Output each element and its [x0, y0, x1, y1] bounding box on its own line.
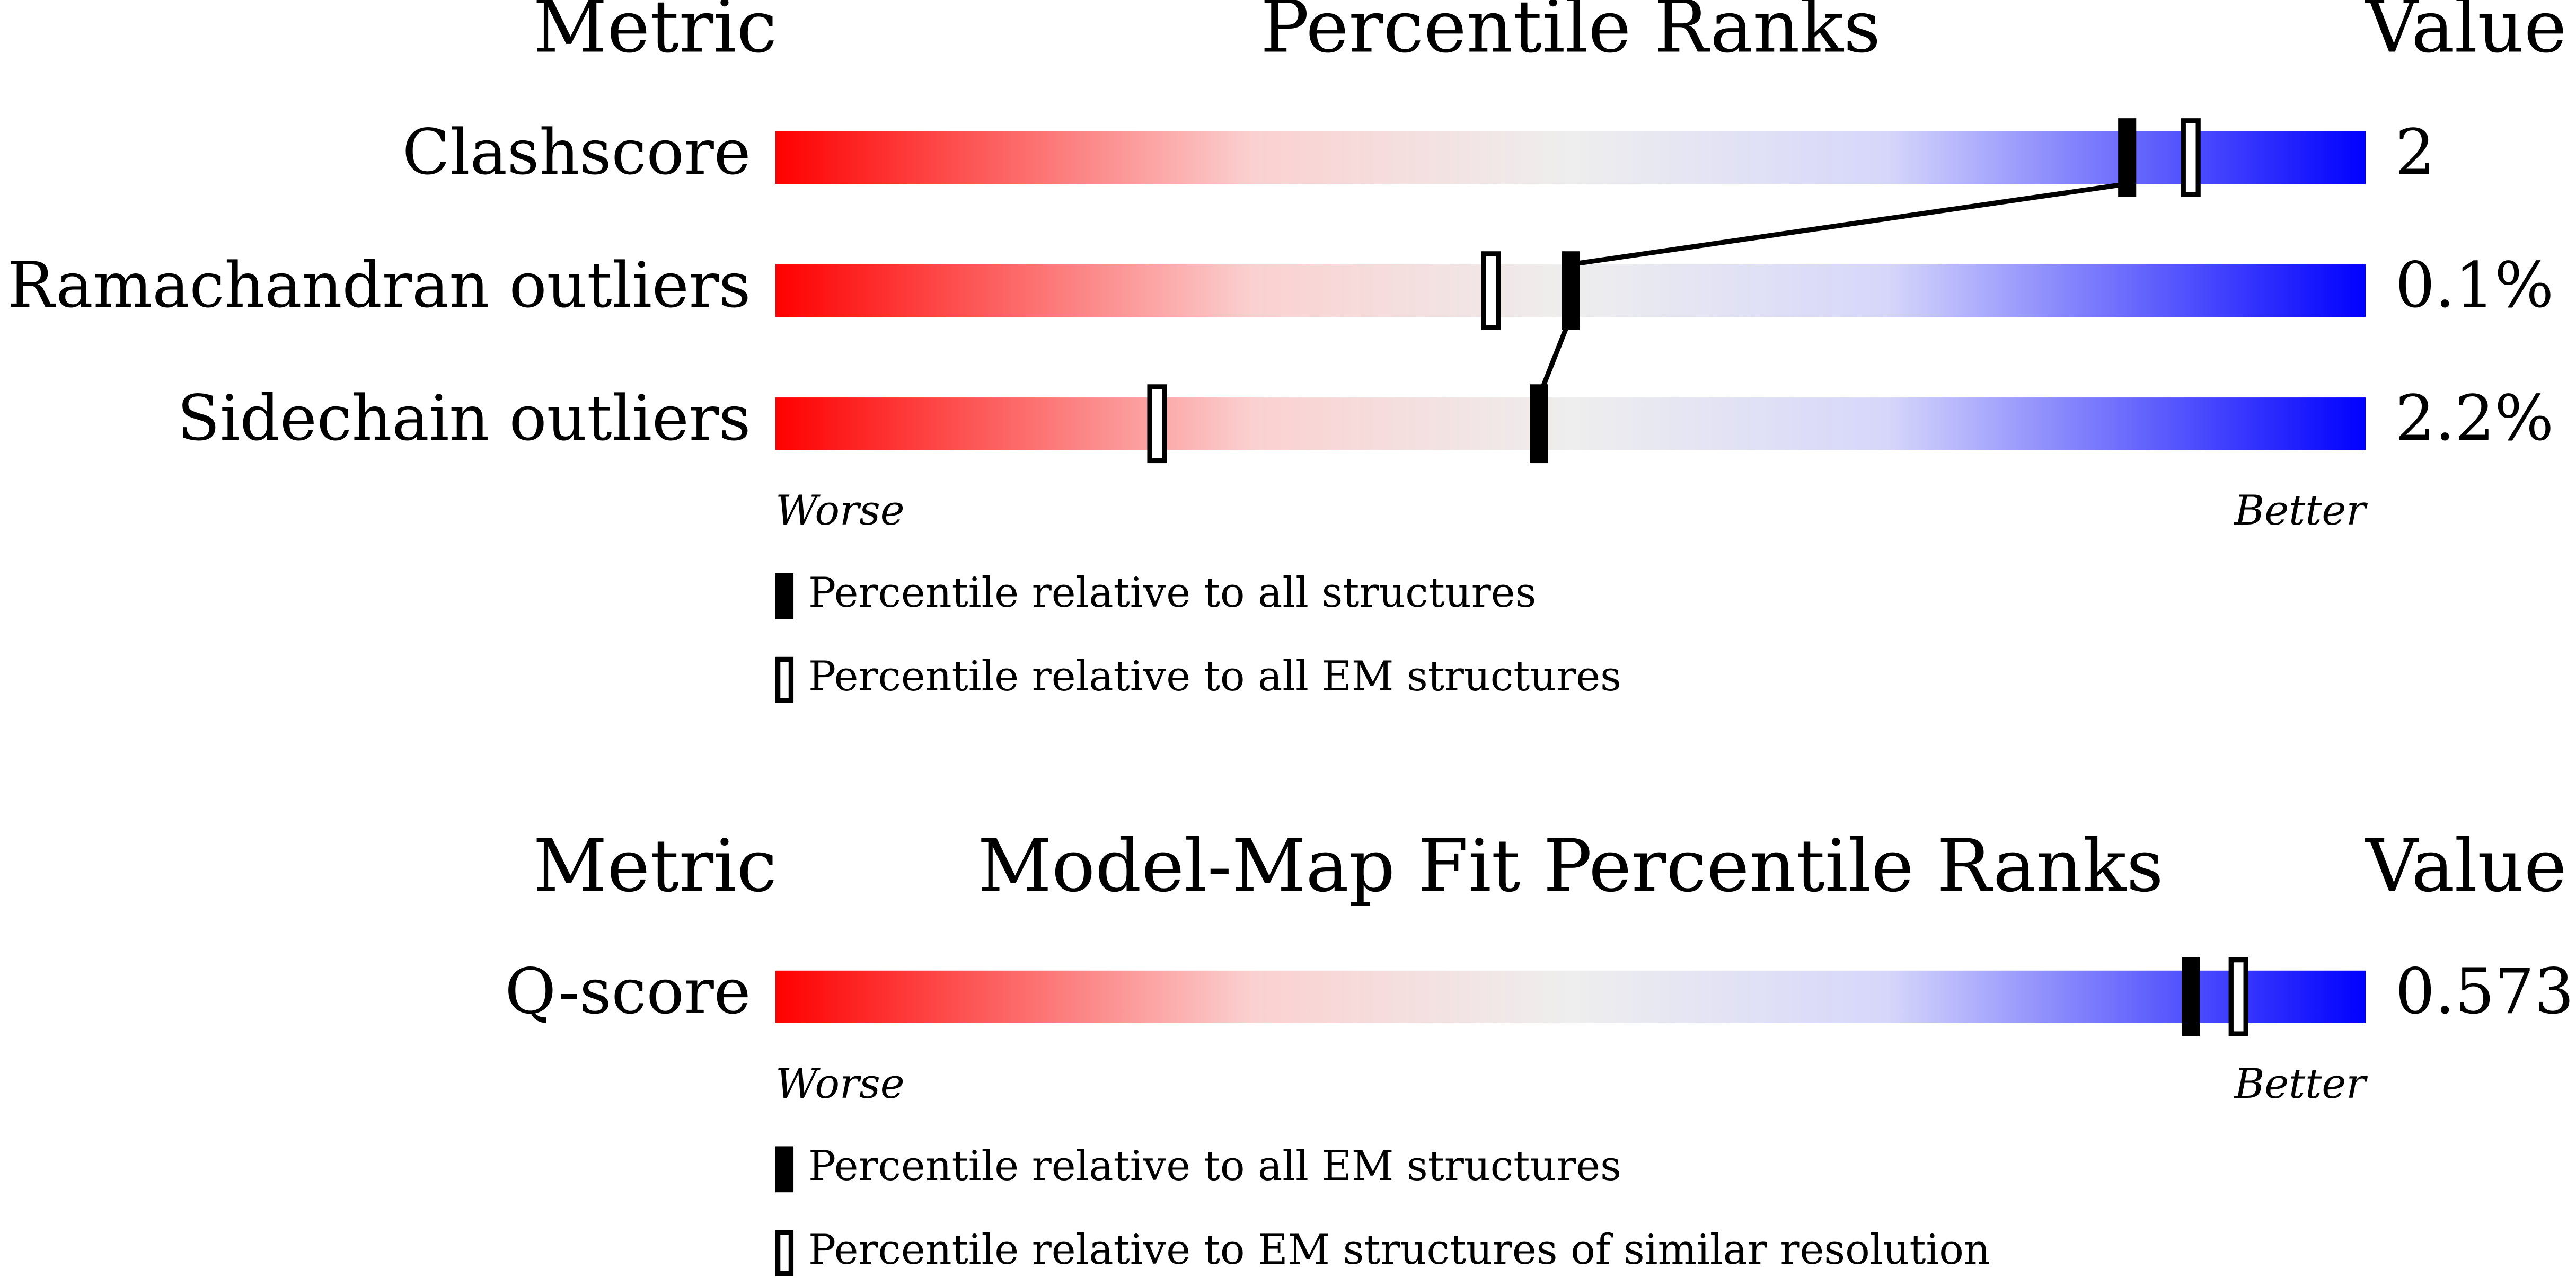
metric-label: Q-score	[505, 955, 751, 1028]
metric-value: 2.2%	[2395, 382, 2554, 455]
percentile-marker-open	[2228, 957, 2248, 1036]
metric-header: Metric	[533, 824, 777, 908]
metric-label: Clashscore	[402, 116, 751, 189]
slider-bar	[775, 397, 2366, 450]
connector	[1536, 316, 1573, 398]
percentile-marker-filled	[2118, 118, 2137, 197]
low-label: Worse	[775, 1060, 905, 1108]
high-label: Better	[2233, 1060, 2368, 1108]
connector	[1570, 181, 2128, 267]
legend-marker-filled	[775, 573, 794, 619]
legend-label: Percentile relative to EM structures of …	[808, 1226, 1990, 1274]
slider-bar	[775, 131, 2366, 184]
legend-label: Percentile relative to all structures	[808, 569, 1536, 617]
low-label: Worse	[775, 487, 905, 535]
value-header: Value	[2365, 0, 2566, 69]
percentile-marker-open	[2181, 118, 2201, 197]
metric-label: Ramachandran outliers	[7, 249, 751, 322]
value-header: Value	[2365, 824, 2566, 908]
metric-value: 2	[2395, 116, 2435, 189]
metric-label: Sidechain outliers	[177, 382, 751, 455]
slider-bar	[775, 970, 2366, 1023]
percentile-marker-filled	[1562, 251, 1580, 330]
percentile-marker-open	[1481, 251, 1501, 330]
legend-marker-filled	[775, 1146, 794, 1193]
chart-title: Model-Map Fit Percentile Ranks	[977, 824, 2163, 908]
legend-label: Percentile relative to all EM structures	[808, 1142, 1621, 1190]
metric-value: 0.1%	[2395, 249, 2554, 322]
metric-value: 0.573	[2395, 955, 2574, 1028]
chart-title: Percentile Ranks	[1260, 0, 1881, 69]
legend-label: Percentile relative to all EM structures	[808, 653, 1621, 700]
legend-marker-open	[775, 656, 794, 703]
metric-header: Metric	[533, 0, 777, 69]
legend-marker-open	[775, 1230, 794, 1276]
percentile-marker-open	[1147, 384, 1167, 464]
high-label: Better	[2233, 487, 2368, 535]
percentile-marker-filled	[1530, 384, 1548, 464]
percentile-marker-filled	[2182, 957, 2200, 1036]
